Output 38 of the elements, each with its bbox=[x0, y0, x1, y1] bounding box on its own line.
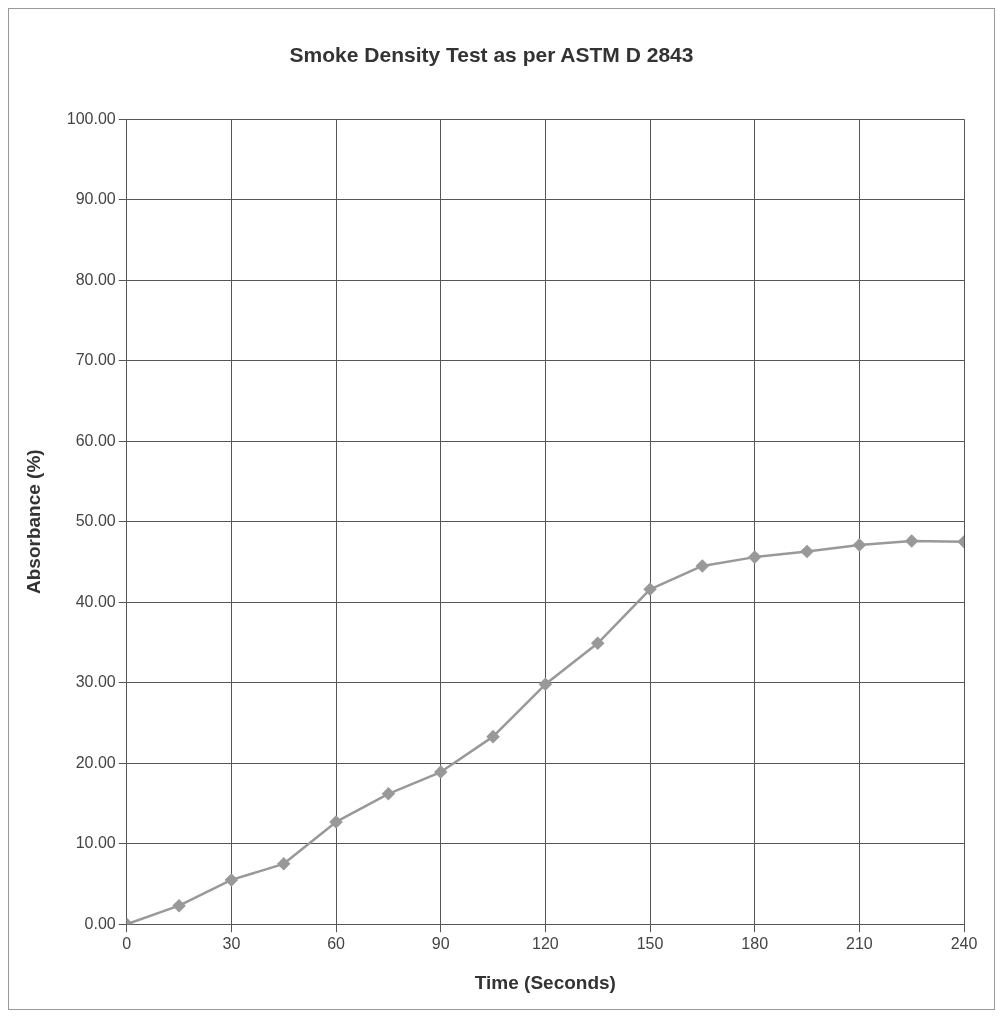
x-tick-label: 180 bbox=[741, 934, 769, 952]
y-tick-label: 0.00 bbox=[84, 914, 116, 932]
x-tick-label: 60 bbox=[327, 934, 346, 952]
y-tick-label: 80.00 bbox=[75, 270, 116, 288]
point bbox=[800, 545, 814, 558]
point bbox=[748, 550, 761, 564]
y-tick-label: 10.00 bbox=[75, 834, 116, 852]
x-axis-title: Time (Seconds) bbox=[474, 971, 616, 993]
y-tick-label: 50.00 bbox=[75, 512, 116, 530]
point bbox=[225, 873, 238, 887]
point bbox=[329, 815, 343, 829]
point bbox=[277, 857, 290, 871]
point bbox=[643, 583, 657, 596]
point bbox=[539, 678, 552, 691]
x-tick-label: 90 bbox=[431, 934, 450, 952]
point bbox=[591, 637, 604, 650]
y-tick-label: 70.00 bbox=[75, 351, 116, 369]
point bbox=[696, 559, 709, 573]
y-tick-label: 40.00 bbox=[75, 592, 116, 610]
x-tick-label: 210 bbox=[845, 934, 873, 952]
y-tick-label: 90.00 bbox=[75, 190, 116, 208]
y-tick-label: 30.00 bbox=[75, 673, 116, 691]
x-tick-label: 0 bbox=[122, 934, 132, 952]
y-tick-label: 60.00 bbox=[75, 431, 116, 449]
x-tick-label: 30 bbox=[222, 934, 241, 952]
y-tick-label: 100.00 bbox=[66, 109, 116, 127]
point bbox=[172, 899, 186, 912]
y-tick-label: 20.00 bbox=[75, 753, 116, 771]
point bbox=[434, 765, 447, 779]
y-axis-title: Absorbance (%) bbox=[22, 449, 44, 595]
point bbox=[905, 534, 918, 548]
x-tick-label: 240 bbox=[950, 934, 978, 952]
point bbox=[382, 787, 395, 801]
point bbox=[853, 538, 866, 552]
point bbox=[486, 730, 500, 743]
x-tick-label: 150 bbox=[636, 934, 664, 952]
x-tick-label: 120 bbox=[532, 934, 559, 952]
chart-title: Smoke Density Test as per ASTM D 2843 bbox=[289, 43, 694, 67]
